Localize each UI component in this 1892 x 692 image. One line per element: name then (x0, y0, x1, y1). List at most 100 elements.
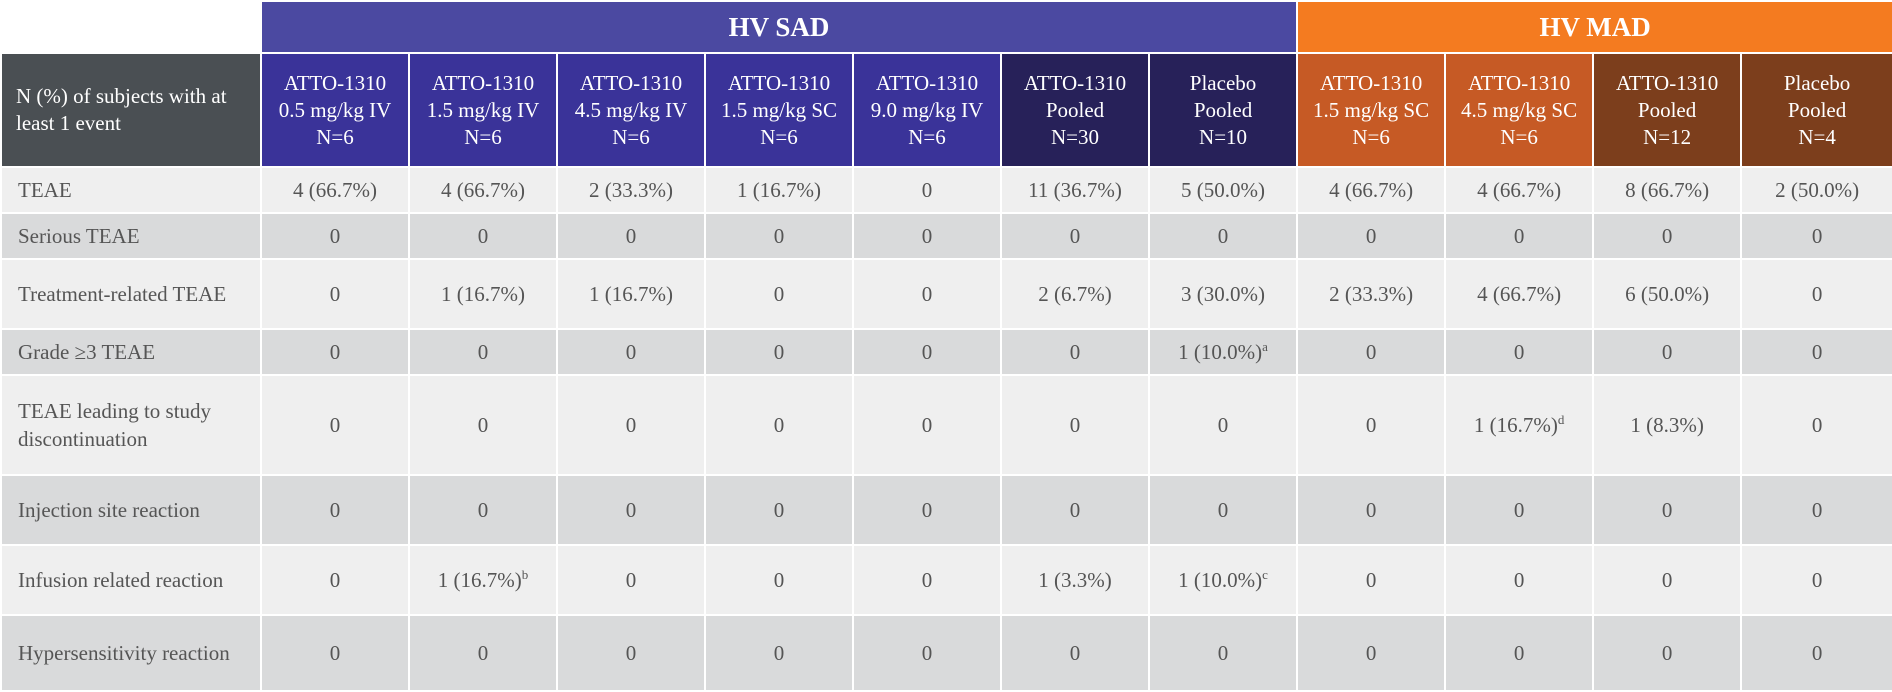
column-header: ATTO-1310 1.5 mg/kg IV N=6 (408, 52, 558, 168)
table-cell: 0 (1296, 212, 1447, 260)
column-header-line: ATTO-1310 (875, 70, 979, 95)
cell-value: 0 (625, 413, 637, 437)
cell-value: 0 (1069, 641, 1081, 665)
cell-value: 0 (1217, 641, 1229, 665)
table-cell: 0 (1740, 328, 1892, 376)
table-cell: 1 (16.7%) (704, 166, 854, 214)
table-cell: 0 (852, 544, 1002, 616)
table-cell: 0 (1147, 614, 1299, 692)
column-header-line: 1.5 mg/kg SC (1313, 97, 1430, 122)
row-label: TEAE leading to study discontinuation (0, 374, 262, 476)
cell-value: 0 (773, 498, 785, 522)
column-header: ATTO-1310 1.5 mg/kg SC N=6 (1296, 52, 1447, 168)
cell-value: 8 (66.7%) (1625, 178, 1710, 202)
cell-value: 0 (477, 413, 489, 437)
column-header-line: ATTO-1310 (283, 70, 387, 95)
table-cell: 0 (852, 374, 1002, 476)
table-cell: 2 (6.7%) (1000, 258, 1150, 330)
footnote-marker: b (521, 567, 529, 582)
cell-value: 1 (16.7%) (737, 178, 821, 202)
group-header-hv-sad: HV SAD (259, 0, 1299, 54)
cell-value: 0 (1217, 413, 1229, 437)
cell-value: 0 (773, 413, 785, 437)
table-cell: 0 (408, 614, 558, 692)
table-cell: 0 (1296, 374, 1447, 476)
table-cell: 0 (852, 258, 1002, 330)
table-cell: 0 (260, 258, 410, 330)
table-cell: 4 (66.7%) (408, 166, 558, 214)
column-header-line: N=6 (760, 124, 798, 149)
table-cell: 8 (66.7%) (1592, 166, 1743, 214)
column-header-line: Pooled (1193, 97, 1253, 122)
cell-value: 0 (1811, 340, 1823, 364)
cell-value: 0 (1811, 413, 1823, 437)
group-header-row: HV SAD HV MAD (0, 0, 1892, 54)
cell-value: 0 (921, 413, 933, 437)
table-cell: 0 (556, 328, 706, 376)
cell-value: 1 (16.7%) (1473, 413, 1558, 437)
table-row: Infusion related reaction 0 1 (16.7%)b 0 0 0 1… (0, 544, 1892, 616)
table-body: TEAE 4 (66.7%) 4 (66.7%) 2 (33.3%) 1 (16.7%)… (0, 166, 1892, 692)
table-cell: 0 (852, 474, 1002, 546)
column-header: ATTO-1310 Pooled N=30 (1000, 52, 1150, 168)
table-cell: 0 (1296, 614, 1447, 692)
table-cell: 4 (66.7%) (1444, 258, 1595, 330)
table-row: Serious TEAE 0 0 0 0 0 0 0 0 0 0 0 (0, 212, 1892, 260)
cell-value: 0 (477, 641, 489, 665)
table-cell: 0 (1296, 544, 1447, 616)
cell-value: 0 (921, 498, 933, 522)
table-cell: 0 (1592, 212, 1743, 260)
table-cell: 0 (1592, 474, 1743, 546)
cell-value: 0 (921, 282, 933, 306)
cell-value: 0 (1069, 224, 1081, 248)
cell-value: 1 (10.0%) (1178, 340, 1263, 364)
cell-value: 0 (1661, 224, 1673, 248)
column-header-line: ATTO-1310 (431, 70, 535, 95)
table-cell: 0 (1740, 258, 1892, 330)
cell-value: 0 (1069, 413, 1081, 437)
cell-value: 0 (1365, 641, 1377, 665)
table-cell: 0 (260, 374, 410, 476)
column-header-line: N=4 (1798, 124, 1836, 149)
cell-value: 0 (625, 224, 637, 248)
column-header-line: Pooled (1045, 97, 1105, 122)
table-cell: 0 (1147, 474, 1299, 546)
table-cell: 4 (66.7%) (1444, 166, 1595, 214)
table-cell: 0 (556, 614, 706, 692)
column-header-line: 0.5 mg/kg IV (278, 97, 392, 122)
table-cell: 0 (1444, 614, 1595, 692)
cell-value: 0 (1069, 340, 1081, 364)
table-cell: 0 (852, 328, 1002, 376)
cell-value: 0 (329, 224, 341, 248)
table-cell: 0 (556, 212, 706, 260)
cell-value: 0 (1811, 224, 1823, 248)
cell-value: 0 (1811, 641, 1823, 665)
row-label: Serious TEAE (0, 212, 262, 260)
cell-value: 0 (921, 178, 933, 202)
row-label: Injection site reaction (0, 474, 262, 546)
column-header-line: 4.5 mg/kg SC (1461, 97, 1578, 122)
cell-value: 0 (921, 568, 933, 592)
table-cell: 0 (704, 374, 854, 476)
column-header: ATTO-1310 0.5 mg/kg IV N=6 (260, 52, 410, 168)
table-cell: 0 (1592, 544, 1743, 616)
cell-value: 0 (329, 641, 341, 665)
cell-value: 4 (66.7%) (441, 178, 525, 202)
cell-value: 5 (50.0%) (1181, 178, 1266, 202)
cell-value: 0 (625, 340, 637, 364)
footnote-marker: c (1262, 567, 1268, 582)
column-header-line: ATTO-1310 (1467, 70, 1571, 95)
table-cell: 0 (260, 212, 410, 260)
column-header: Placebo Pooled N=10 (1147, 52, 1299, 168)
cell-value: 0 (921, 224, 933, 248)
table-cell: 2 (33.3%) (1296, 258, 1447, 330)
table-cell: 0 (704, 614, 854, 692)
table-row: TEAE leading to study discontinuation 0 0 0… (0, 374, 1892, 476)
cell-value: 0 (1513, 340, 1525, 364)
table-cell: 0 (408, 328, 558, 376)
cell-value: 0 (477, 224, 489, 248)
column-header-line: N=30 (1050, 124, 1099, 149)
table-cell: 0 (1444, 474, 1595, 546)
table-cell: 3 (30.0%) (1147, 258, 1299, 330)
